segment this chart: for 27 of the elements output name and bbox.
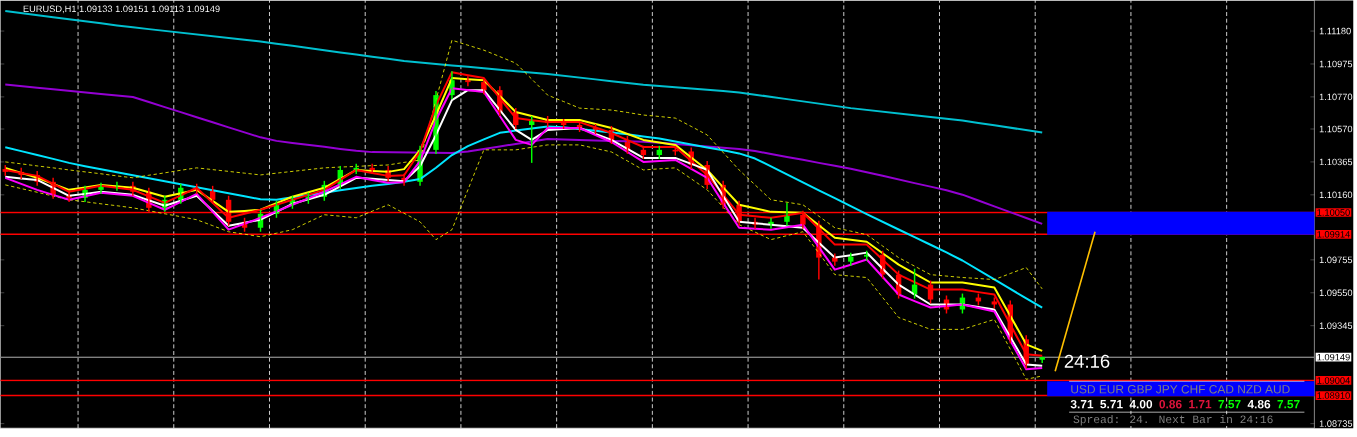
ref-line-label: 1.09004 <box>1317 377 1350 384</box>
text: 7.57 <box>1277 399 1300 409</box>
ref-line-label: 1.09149 <box>1317 353 1350 361</box>
y-tick-label: 1.10570 <box>1319 125 1353 133</box>
text: 5.71 <box>1100 399 1123 409</box>
ref-line-label: 1.10050 <box>1317 209 1350 216</box>
text: 3.71 <box>1070 399 1094 409</box>
text: 0.86 <box>1159 399 1182 409</box>
text: USD EUR GBP JPY CHF CAD NZD AUD <box>1071 384 1290 394</box>
y-tick-label: 1.09345 <box>1319 322 1353 329</box>
text: 24:16 <box>1064 354 1110 368</box>
text: 7.57 <box>1218 399 1241 409</box>
chart-title: EURUSD,H1 1.09133 1.09151 1.09113 1.09149 <box>23 5 220 14</box>
y-tick-label: 1.10770 <box>1319 93 1353 101</box>
text: 4.00 <box>1129 399 1153 409</box>
ref-line-label: 1.09914 <box>1317 230 1350 238</box>
y-tick-label: 1.10975 <box>1319 60 1353 68</box>
text: 1.71 <box>1189 399 1212 409</box>
ref-line-label: 1.08910 <box>1317 392 1350 399</box>
y-tick-label: 1.10160 <box>1319 191 1353 198</box>
y-tick-label: 1.11180 <box>1319 27 1351 35</box>
text: Spread: 24. Next Bar in 24:16 <box>1073 414 1273 426</box>
y-tick-label: 1.09550 <box>1319 289 1353 296</box>
y-tick-label: 1.09755 <box>1319 256 1353 264</box>
text: 4.86 <box>1247 399 1271 409</box>
y-tick-label: 1.08735 <box>1319 420 1353 427</box>
y-tick-label: 1.10365 <box>1319 158 1353 166</box>
